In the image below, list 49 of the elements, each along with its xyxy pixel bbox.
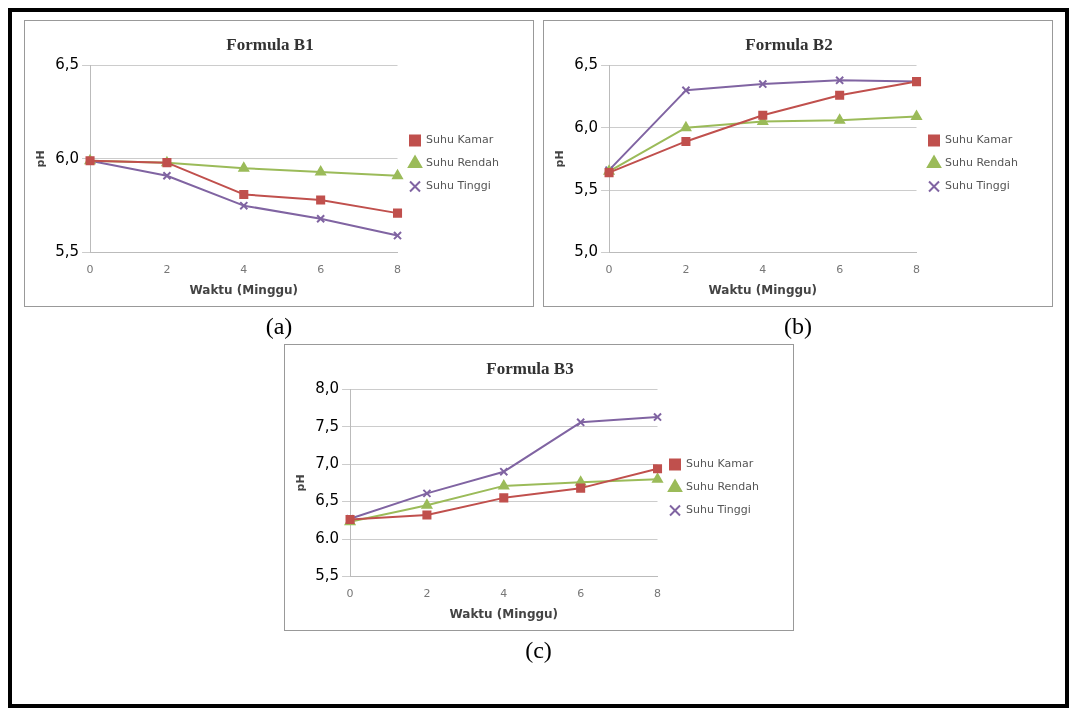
y-tick-label: 5,5 — [574, 179, 599, 198]
legend-label: Suhu Kamar — [685, 457, 754, 471]
x-tick-label: 4 — [759, 262, 767, 276]
y-tick-label: 7,0 — [314, 454, 339, 473]
legend-label: Suhu Tinggi — [945, 179, 1010, 193]
legend-label: Suhu Tinggi — [685, 503, 751, 517]
x-tick-label: 8 — [653, 586, 661, 600]
x-tick-label: 6 — [576, 586, 584, 600]
y-axis-title: pH — [553, 150, 567, 168]
y-axis-title: pH — [34, 150, 48, 168]
x-tick-label: 0 — [86, 262, 94, 276]
y-tick-label: 6.0 — [314, 528, 339, 547]
y-axis-title: pH — [293, 474, 307, 492]
y-tick-label: 5,5 — [314, 566, 339, 585]
y-tick-label: 6,5 — [55, 55, 80, 74]
y-tick-label: 6,5 — [574, 55, 599, 74]
x-axis-title: Waktu (Minggu) — [189, 282, 299, 297]
x-tick-label: 2 — [163, 262, 171, 276]
x-tick-label: 4 — [240, 262, 248, 276]
y-tick-label: 6,5 — [314, 491, 339, 510]
text: (b) — [784, 313, 812, 340]
y-tick-label: 8,0 — [314, 379, 339, 398]
y-tick-label: 5,5 — [55, 242, 80, 261]
x-tick-label: 2 — [682, 262, 690, 276]
text: (a) — [265, 313, 293, 340]
y-tick-label: 7,5 — [314, 416, 339, 435]
legend-label: Suhu Rendah — [426, 156, 500, 170]
legend-label: Suhu Tinggi — [426, 179, 491, 193]
x-tick-label: 8 — [913, 262, 921, 276]
y-tick-label: 6,0 — [574, 117, 599, 136]
x-tick-label: 0 — [346, 586, 354, 600]
x-tick-label: 8 — [394, 262, 402, 276]
legend-label: Suhu Rendah — [945, 156, 1019, 170]
x-tick-label: 6 — [317, 262, 325, 276]
y-tick-label: 5,0 — [574, 242, 599, 261]
legend-label: Suhu Rendah — [685, 480, 759, 494]
x-tick-label: 2 — [422, 586, 430, 600]
chart-title: Formula B2 — [745, 34, 833, 54]
legend-label: Suhu Kamar — [945, 133, 1013, 147]
legend-label: Suhu Kamar — [426, 133, 494, 147]
text: (c) — [525, 637, 552, 664]
x-tick-label: 4 — [499, 586, 507, 600]
x-tick-label: 6 — [836, 262, 844, 276]
chart-title: Formula B1 — [226, 34, 314, 54]
chart-title: Formula B3 — [485, 358, 574, 378]
x-tick-label: 0 — [605, 262, 613, 276]
y-tick-label: 6,0 — [55, 148, 80, 167]
x-axis-title: Waktu (Minggu) — [448, 606, 558, 621]
x-axis-title: Waktu (Minggu) — [708, 282, 818, 297]
